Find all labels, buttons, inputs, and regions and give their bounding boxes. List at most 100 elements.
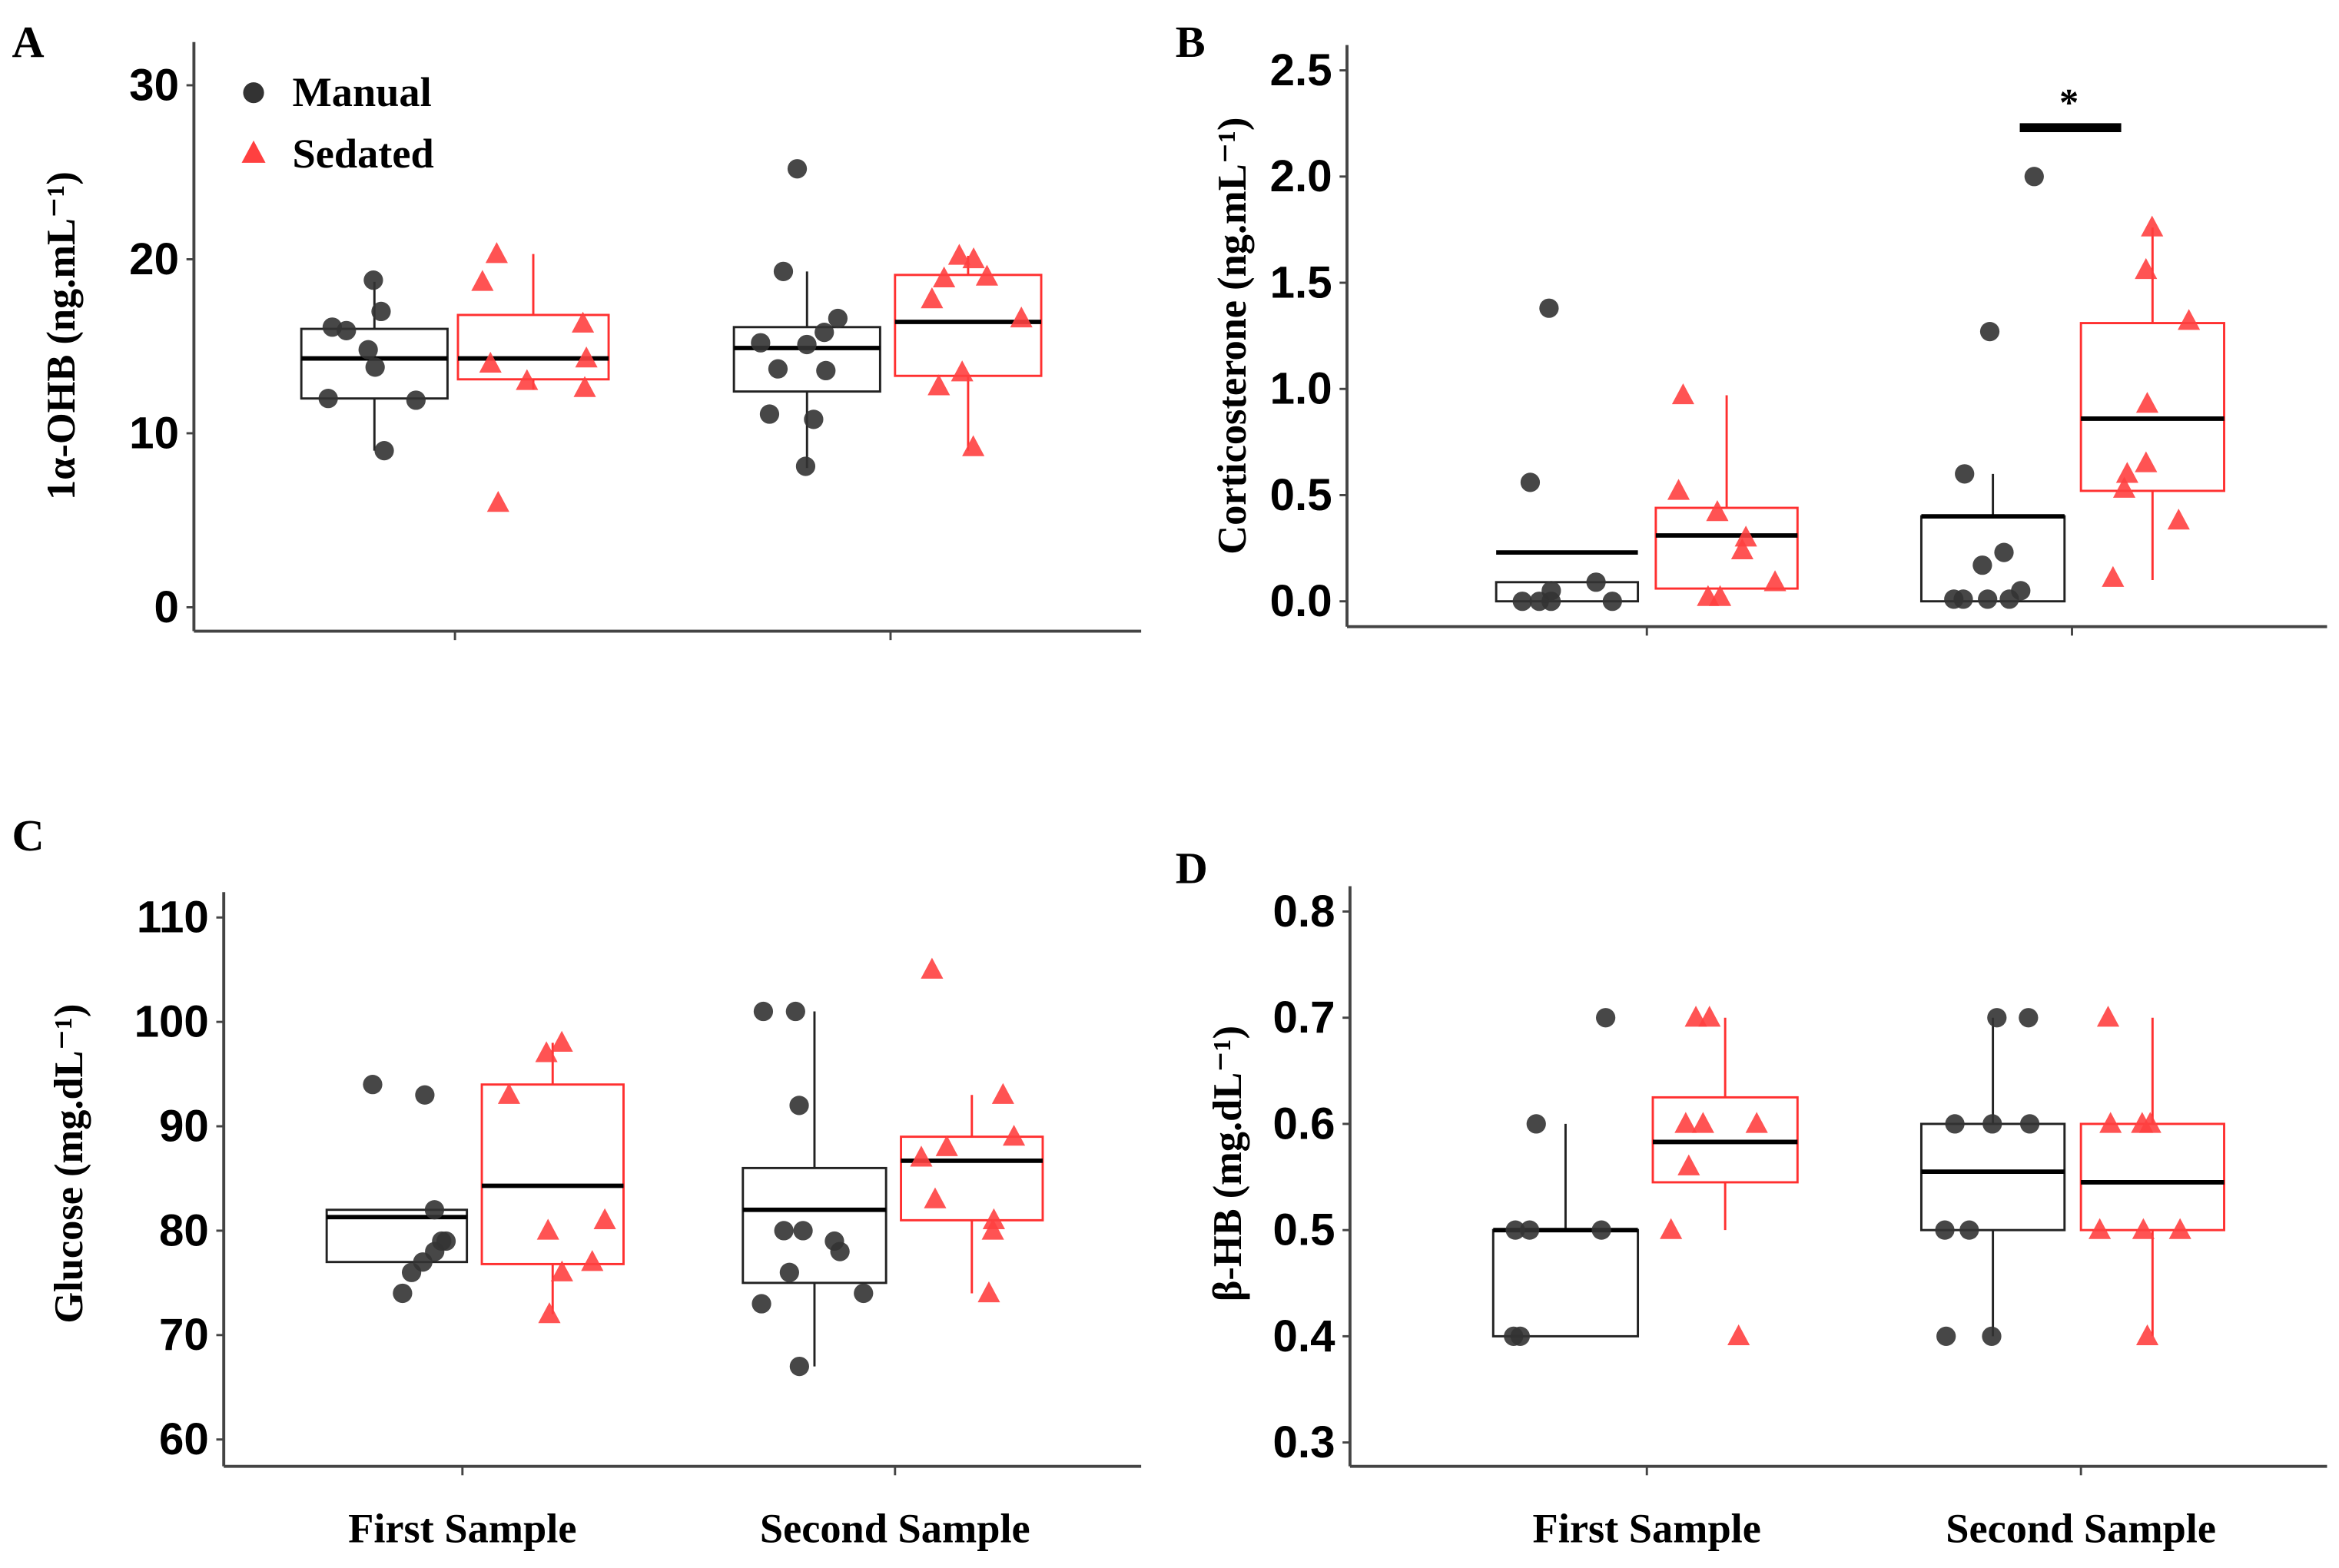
y-tick-label: 100	[134, 997, 209, 1047]
data-point-sedated	[975, 264, 999, 286]
data-point-manual	[785, 1001, 805, 1022]
data-point-manual	[363, 1075, 383, 1095]
data-point-manual	[751, 1294, 771, 1314]
data-point-manual	[793, 1221, 813, 1241]
data-point-manual	[415, 1085, 435, 1105]
data-point-sedated	[1674, 1112, 1697, 1133]
data-point-sedated	[921, 287, 944, 309]
box-manual-1	[1495, 298, 1640, 612]
data-point-manual	[1935, 1220, 1955, 1240]
data-point-manual	[774, 1221, 794, 1241]
data-point-sedated	[497, 1082, 521, 1104]
data-point-sedated	[2096, 1006, 2120, 1027]
data-point-sedated	[910, 1145, 933, 1167]
legend-manual-label: Manual	[293, 69, 432, 115]
data-point-manual	[1978, 589, 1998, 609]
data-point-manual	[2024, 167, 2044, 187]
y-tick-label: 0.3	[1273, 1417, 1335, 1467]
data-point-manual	[1602, 592, 1622, 612]
data-point-sedated	[486, 491, 509, 512]
data-point-manual	[830, 1241, 850, 1261]
data-point-manual	[1982, 1114, 2002, 1134]
data-point-sedated	[2115, 462, 2138, 483]
y-tick-label: 0.7	[1273, 993, 1335, 1043]
data-point-manual	[753, 1001, 774, 1022]
data-point-manual	[1505, 1220, 1525, 1240]
box-sedated-2	[894, 244, 1043, 456]
box	[1919, 515, 2066, 603]
data-point-sedated	[2141, 215, 2164, 237]
legend-manual-marker	[243, 82, 264, 104]
data-point-manual	[779, 1262, 799, 1282]
data-point-manual	[424, 1200, 445, 1220]
data-point-sedated	[485, 242, 508, 264]
y-tick-label: 1.0	[1270, 364, 1332, 414]
panel-letter: D	[1176, 844, 1208, 893]
x-tick-label: Second Sample	[760, 1506, 1030, 1552]
panel-c: C 60 70 80 90 100 110 Glucose (mg.dL⁻¹) First Sa…	[12, 811, 1142, 1552]
data-point-sedated	[575, 346, 598, 368]
data-point-manual	[401, 1262, 422, 1282]
data-point-sedated	[924, 1187, 947, 1208]
data-point-sedated	[982, 1208, 1005, 1229]
data-point-sedated	[1003, 1125, 1026, 1146]
data-point-manual	[1591, 1220, 1611, 1240]
legend: Manual Sedated	[241, 69, 434, 177]
data-point-sedated	[1691, 1112, 1714, 1133]
data-point-manual	[789, 1356, 809, 1377]
data-point-sedated	[977, 1281, 1000, 1303]
data-point-sedated	[535, 1041, 558, 1062]
y-tick-label: 0.5	[1273, 1205, 1335, 1255]
y-tick-label: 2.0	[1270, 151, 1332, 201]
data-point-sedated	[2138, 1112, 2162, 1133]
data-point-sedated	[1734, 525, 1757, 547]
box-sedated-1	[1651, 1006, 1799, 1346]
data-point-sedated	[2135, 392, 2159, 413]
data-point-sedated	[2178, 309, 2201, 330]
y-tick-label: 0.5	[1270, 470, 1332, 520]
data-point-manual	[768, 359, 788, 379]
data-point-sedated	[550, 1260, 573, 1281]
y-tick-label: 0	[154, 582, 179, 632]
data-point-manual	[2019, 1008, 2039, 1028]
data-point-manual	[1994, 542, 2014, 562]
data-point-sedated	[921, 957, 944, 979]
box-sedated-1	[456, 242, 610, 512]
box-manual-2	[1919, 1008, 2066, 1346]
y-tick-label: 60	[159, 1414, 209, 1464]
data-point-manual	[1982, 1326, 2002, 1346]
box-manual-1	[1491, 1008, 1640, 1346]
data-point-manual	[406, 390, 426, 410]
data-point-manual	[1987, 1008, 2007, 1028]
y-tick-label: 2.5	[1270, 45, 1332, 95]
box-manual-2	[732, 159, 881, 476]
y-tick-label: 90	[159, 1101, 209, 1151]
y-tick-label: 0.0	[1270, 576, 1332, 626]
data-point-manual	[1936, 1326, 1956, 1346]
box-sedated-2	[900, 957, 1044, 1303]
box-manual-1	[325, 1075, 469, 1304]
data-point-manual	[854, 1283, 874, 1304]
data-point-sedated	[2132, 1218, 2155, 1239]
data-point-sedated	[2135, 1324, 2159, 1346]
data-point-sedated	[1763, 570, 1787, 592]
data-point-sedated	[2102, 565, 2125, 587]
data-point-sedated	[1667, 479, 1690, 500]
box	[1654, 506, 1799, 590]
data-point-manual	[365, 357, 385, 377]
data-point-manual	[337, 320, 357, 340]
data-point-manual	[363, 270, 383, 290]
box-sedated-2	[2079, 1006, 2225, 1346]
y-axis-label: β-HB (mg.dL⁻¹)	[1206, 1026, 1250, 1301]
y-tick-label: 110	[137, 893, 209, 943]
legend-sedated-label: Sedated	[293, 131, 434, 177]
data-point-sedated	[581, 1250, 604, 1271]
y-tick-label: 10	[129, 408, 179, 458]
panel-letter: C	[12, 811, 45, 860]
panel-a: A 0 10 20 30 1α-OHB (ng.mL⁻¹)	[12, 17, 1142, 641]
x-tick-label: First Sample	[348, 1506, 576, 1552]
box-sedated-1	[1654, 383, 1799, 606]
y-tick-label: 0.6	[1273, 1099, 1335, 1149]
data-point-sedated	[2135, 257, 2158, 280]
